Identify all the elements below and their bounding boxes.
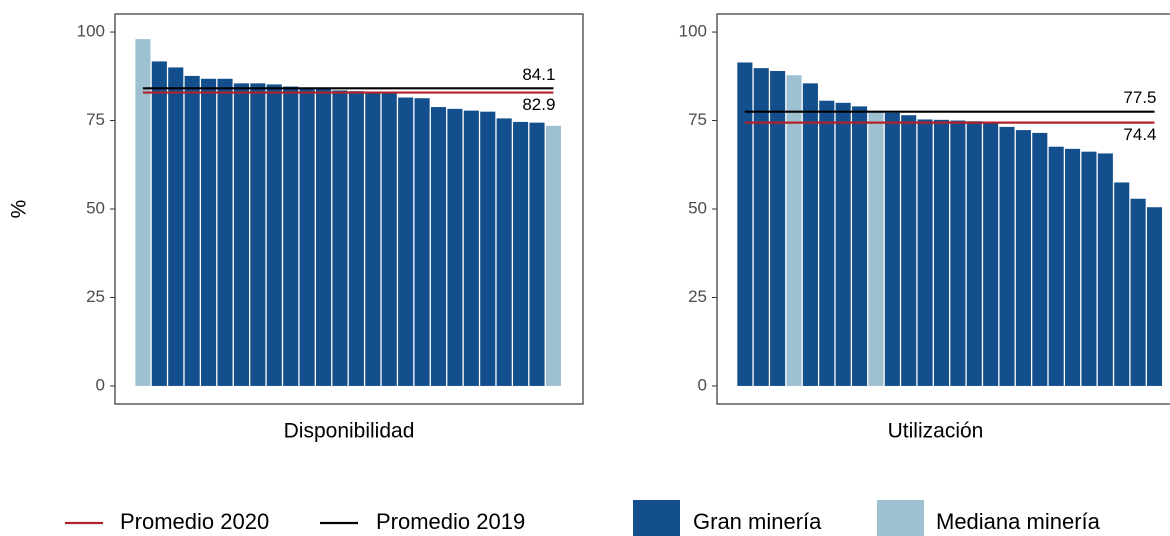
- bar: [901, 115, 917, 386]
- legend-label: Gran minería: [693, 509, 822, 534]
- bar: [770, 70, 786, 386]
- bar: [1114, 182, 1130, 386]
- bar: [233, 83, 249, 386]
- average-label: 74.4: [1123, 125, 1156, 144]
- bar: [217, 78, 233, 386]
- bar: [950, 120, 966, 386]
- bar: [819, 100, 835, 386]
- bar: [835, 102, 851, 386]
- y-tick-label: 0: [698, 375, 707, 394]
- y-tick-label: 100: [77, 22, 105, 41]
- bar: [430, 107, 447, 386]
- bar: [1097, 153, 1113, 386]
- legend-label: Promedio 2019: [376, 509, 525, 534]
- bar: [266, 84, 282, 386]
- bar: [753, 68, 769, 386]
- bar: [315, 88, 332, 386]
- bar: [496, 118, 512, 386]
- bar: [250, 83, 266, 386]
- bar: [135, 39, 151, 386]
- bar: [447, 108, 463, 386]
- average-label: 84.1: [522, 65, 555, 84]
- bar: [201, 78, 217, 386]
- bar: [917, 119, 933, 386]
- bar: [513, 121, 529, 386]
- bar: [1065, 148, 1081, 386]
- legend-label: Mediana minería: [936, 509, 1101, 534]
- bar: [884, 112, 900, 386]
- average-label: 82.9: [522, 95, 555, 114]
- bar: [1081, 151, 1097, 386]
- bar: [299, 87, 315, 386]
- legend-swatch: [877, 500, 924, 536]
- y-axis-title: %: [8, 200, 31, 219]
- bar: [168, 67, 184, 386]
- bar: [332, 90, 348, 386]
- y-tick-label: 75: [86, 110, 105, 129]
- bar: [381, 92, 397, 386]
- legend-label: Promedio 2020: [120, 509, 269, 534]
- bar: [802, 83, 818, 386]
- bar: [545, 125, 561, 386]
- y-tick-label: 50: [86, 198, 105, 217]
- y-tick-label: 100: [679, 22, 707, 41]
- bar: [348, 91, 364, 386]
- bar: [737, 62, 753, 386]
- bar: [283, 86, 299, 386]
- bar: [1032, 132, 1048, 386]
- y-tick-label: 0: [96, 375, 105, 394]
- bar: [184, 75, 200, 386]
- y-tick-label: 25: [86, 287, 105, 306]
- average-label: 77.5: [1123, 88, 1156, 107]
- bar: [1146, 207, 1163, 386]
- bar: [463, 110, 479, 386]
- x-axis-title: Disponibilidad: [284, 420, 415, 443]
- bar: [398, 97, 414, 386]
- bar: [999, 126, 1015, 386]
- legend-swatch: [633, 500, 680, 536]
- bar: [933, 119, 950, 386]
- y-tick-label: 75: [688, 110, 707, 129]
- bar: [1015, 130, 1031, 386]
- bar: [480, 111, 496, 386]
- bar: [786, 75, 802, 386]
- bar: [151, 61, 167, 386]
- y-tick-label: 50: [688, 198, 707, 217]
- bar: [529, 122, 545, 386]
- bar: [983, 121, 999, 386]
- bar: [1130, 198, 1146, 386]
- bar: [414, 98, 430, 386]
- y-tick-label: 25: [688, 287, 707, 306]
- bar: [1048, 146, 1064, 386]
- bar: [868, 112, 884, 386]
- x-axis-title: Utilización: [888, 420, 984, 443]
- bar: [966, 121, 982, 386]
- bar: [365, 92, 381, 386]
- bar: [852, 106, 868, 386]
